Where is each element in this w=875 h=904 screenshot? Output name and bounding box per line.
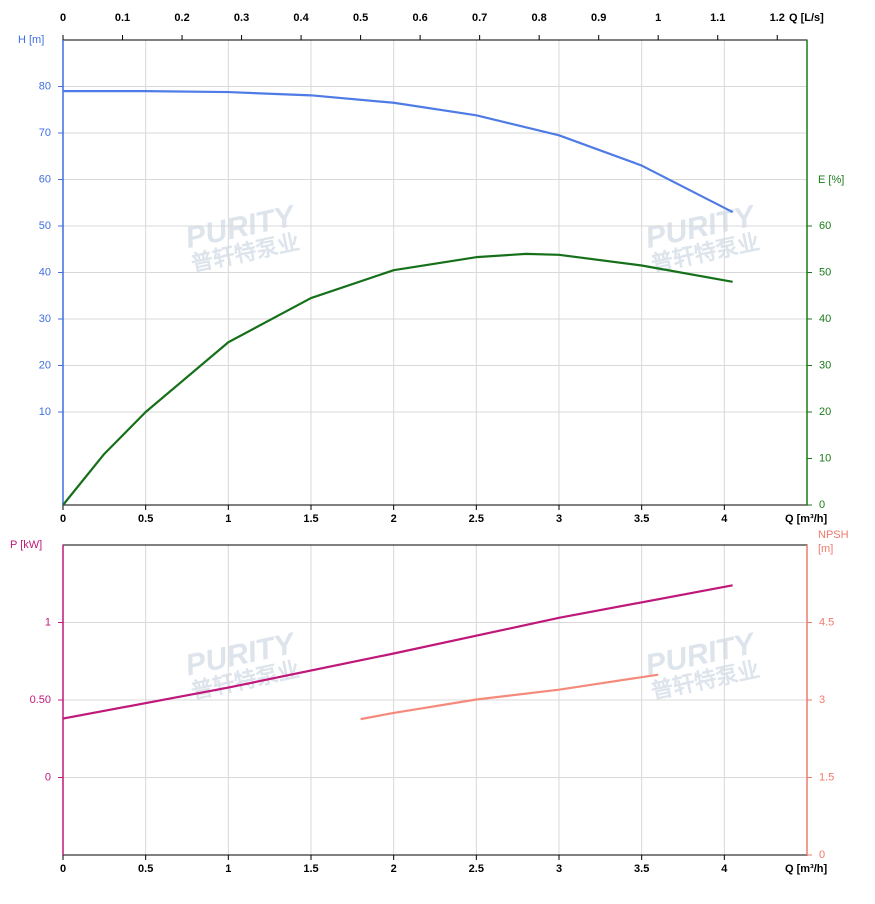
x-tick-label: 0.5 bbox=[138, 513, 153, 525]
y2-axis-title: E [%] bbox=[818, 174, 844, 186]
y2-tick-label: 30 bbox=[819, 359, 831, 371]
y2-tick-label: 60 bbox=[819, 220, 831, 232]
x-axis-title: Q [m³/h] bbox=[785, 863, 827, 875]
curve bbox=[63, 90, 734, 214]
y-tick-label: 80 bbox=[39, 80, 51, 92]
x-tick-label: 3.5 bbox=[634, 863, 649, 875]
x2-tick-label: 0.6 bbox=[412, 12, 427, 24]
x2-tick-label: 0.7 bbox=[472, 12, 487, 24]
y2-tick-label: 0 bbox=[819, 499, 825, 511]
x2-tick-label: 1.2 bbox=[770, 12, 785, 24]
x-axis-title: Q [m³/h] bbox=[785, 513, 827, 525]
x2-axis-title: Q [L/s] bbox=[789, 12, 824, 24]
curve bbox=[62, 584, 733, 720]
y2-tick-label: 4.5 bbox=[819, 616, 834, 628]
y-tick-label: 0.50 bbox=[30, 694, 51, 706]
y2-axis-title: [m] bbox=[818, 543, 833, 555]
y-tick-label: 50 bbox=[39, 220, 51, 232]
y-tick-label: 70 bbox=[39, 127, 51, 139]
y-tick-label: 40 bbox=[39, 266, 51, 278]
x-tick-label: 0 bbox=[60, 863, 66, 875]
x2-tick-label: 0 bbox=[60, 12, 66, 24]
y-tick-label: 1 bbox=[45, 616, 51, 628]
x2-tick-label: 0.3 bbox=[234, 12, 249, 24]
y2-tick-label: 40 bbox=[819, 313, 831, 325]
x-tick-label: 4 bbox=[721, 513, 728, 525]
x2-tick-label: 1.1 bbox=[710, 12, 725, 24]
y-tick-label: 10 bbox=[39, 406, 51, 418]
y2-tick-label: 20 bbox=[819, 406, 831, 418]
y-tick-label: 60 bbox=[39, 173, 51, 185]
x-tick-label: 4 bbox=[721, 863, 728, 875]
y2-tick-label: 10 bbox=[819, 452, 831, 464]
y2-tick-label: 3 bbox=[819, 694, 825, 706]
x-tick-label: 1 bbox=[225, 863, 231, 875]
y2-tick-label: 50 bbox=[819, 266, 831, 278]
x-tick-label: 2.5 bbox=[469, 863, 484, 875]
x2-tick-label: 1 bbox=[655, 12, 661, 24]
y-tick-label: 30 bbox=[39, 313, 51, 325]
x2-tick-label: 0.8 bbox=[532, 12, 547, 24]
x2-tick-label: 0.5 bbox=[353, 12, 368, 24]
x-tick-label: 2.5 bbox=[469, 513, 484, 525]
y2-axis-title: NPSH bbox=[818, 529, 849, 541]
x-tick-label: 1.5 bbox=[303, 863, 318, 875]
y2-tick-label: 0 bbox=[819, 849, 825, 861]
curve bbox=[62, 252, 733, 506]
y-tick-label: 0 bbox=[45, 771, 51, 783]
x2-tick-label: 0.9 bbox=[591, 12, 606, 24]
x-tick-label: 3 bbox=[556, 513, 562, 525]
y-axis-title: H [m] bbox=[18, 34, 44, 46]
x-tick-label: 3 bbox=[556, 863, 562, 875]
x-tick-label: 2 bbox=[391, 863, 397, 875]
x-tick-label: 0.5 bbox=[138, 863, 153, 875]
y2-tick-label: 1.5 bbox=[819, 771, 834, 783]
x-tick-label: 1 bbox=[225, 513, 231, 525]
x-tick-label: 2 bbox=[391, 513, 397, 525]
x2-tick-label: 0.4 bbox=[293, 12, 309, 24]
x-tick-label: 3.5 bbox=[634, 513, 649, 525]
y-tick-label: 20 bbox=[39, 359, 51, 371]
x-tick-label: 0 bbox=[60, 513, 66, 525]
y-axis-title: P [kW] bbox=[10, 539, 42, 551]
x2-tick-label: 0.2 bbox=[174, 12, 189, 24]
x-tick-label: 1.5 bbox=[303, 513, 318, 525]
curve bbox=[360, 673, 659, 721]
x2-tick-label: 0.1 bbox=[115, 12, 130, 24]
